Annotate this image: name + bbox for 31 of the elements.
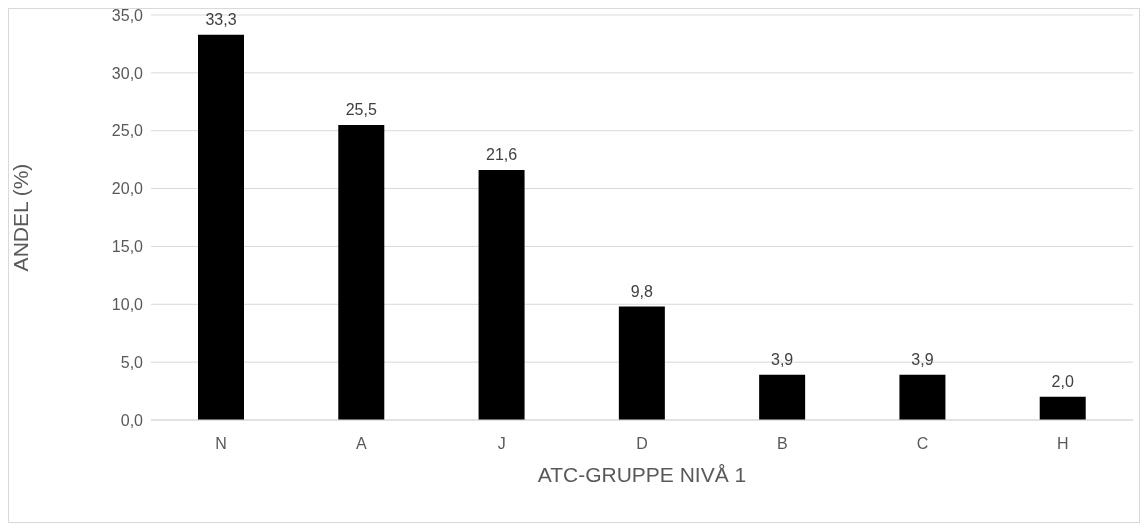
x-tick-label: C xyxy=(916,435,929,453)
data-label: 3,9 xyxy=(771,350,794,368)
y-tick-label: 30,0 xyxy=(111,64,144,82)
x-tick-label: B xyxy=(776,435,788,453)
x-axis-title: ATC-GRUPPE NIVÅ 1 xyxy=(537,463,747,486)
y-axis-title: ANDEL (%) xyxy=(9,163,33,272)
bar xyxy=(478,170,525,420)
x-tick-label: A xyxy=(356,435,368,453)
data-label: 33,3 xyxy=(205,10,237,28)
x-tick-label: H xyxy=(1057,435,1069,453)
y-tick-label: 10,0 xyxy=(111,295,144,313)
data-label: 2,0 xyxy=(1051,372,1074,390)
x-tick-label: D xyxy=(636,435,648,453)
data-label: 9,8 xyxy=(630,282,654,300)
data-label: 25,5 xyxy=(345,100,377,118)
x-tick-label: J xyxy=(497,435,506,453)
data-label: 21,6 xyxy=(486,146,518,164)
bar xyxy=(198,34,244,420)
y-tick-label: 25,0 xyxy=(111,122,144,140)
bar xyxy=(338,124,385,420)
y-tick-label: 5,0 xyxy=(120,353,144,371)
y-tick-label: 15,0 xyxy=(111,238,144,256)
bar xyxy=(1039,396,1086,420)
bar xyxy=(759,374,806,420)
data-label: 3,9 xyxy=(911,350,934,368)
bar xyxy=(618,306,665,420)
x-tick-label: N xyxy=(215,435,227,453)
y-tick-label: 0,0 xyxy=(120,411,144,429)
y-tick-label: 35,0 xyxy=(111,6,144,24)
y-tick-label: 20,0 xyxy=(111,180,144,198)
bar xyxy=(899,374,946,420)
